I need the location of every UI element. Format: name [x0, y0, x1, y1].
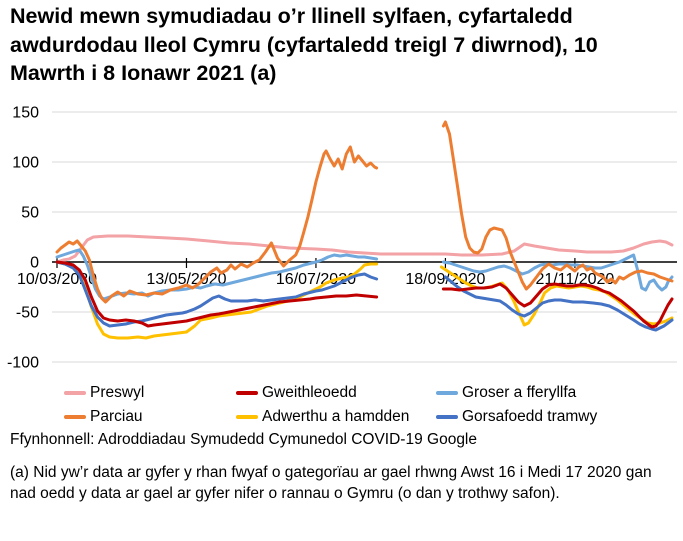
- legend-item: Preswyl: [64, 381, 236, 405]
- y-axis-tick-label: 150: [12, 105, 39, 122]
- legend-item: Adwerthu a hamdden: [236, 405, 436, 429]
- y-axis-tick-label: -50: [16, 305, 39, 322]
- source-note: Ffynhonnell: Adroddiadau Symudedd Cymune…: [10, 431, 477, 448]
- series-line-parciau: [441, 120, 674, 291]
- x-axis-tick-label: 10/03/2020: [17, 271, 97, 288]
- legend-label: Gweithleoedd: [262, 384, 357, 401]
- y-axis-tick-label: -100: [7, 355, 39, 372]
- legend-label: Gorsafoedd tramwy: [462, 408, 598, 425]
- legend-swatch-icon: [64, 415, 86, 419]
- y-axis-tick-label: 0: [30, 255, 39, 272]
- y-axis-tick-label: 100: [12, 155, 39, 172]
- legend-swatch-icon: [236, 391, 258, 395]
- legend-label: Parciau: [90, 408, 143, 425]
- legend-swatch-icon: [436, 391, 458, 395]
- series-line-adwerthu-a-hamdden: [55, 260, 379, 340]
- chart-title: Newid mewn symudiadau o’r llinell sylfae…: [10, 4, 598, 86]
- legend-label: Preswyl: [90, 384, 145, 401]
- legend-swatch-icon: [64, 391, 86, 395]
- legend-swatch-icon: [236, 415, 258, 419]
- legend-item: Gweithleoedd: [236, 381, 436, 405]
- series-line-gorsafoedd-tramwy: [55, 260, 379, 328]
- y-axis-tick-label: 50: [21, 205, 39, 222]
- legend-item: Groser a fferyllfa: [436, 381, 636, 405]
- legend-item: Parciau: [64, 405, 236, 429]
- series-line-gweithleoedd: [55, 260, 379, 328]
- legend-item: Gorsafoedd tramwy: [436, 405, 636, 429]
- series-line-parciau: [55, 145, 379, 304]
- legend-label: Groser a fferyllfa: [462, 384, 577, 401]
- chart-legend: Preswyl Gweithleoedd Groser a fferyllfa Par…: [64, 381, 676, 429]
- legend-swatch-icon: [436, 415, 458, 419]
- series-line-preswyl: [55, 234, 674, 264]
- series-line-gweithleoedd: [441, 282, 674, 329]
- legend-label: Adwerthu a hamdden: [262, 408, 410, 425]
- footnote: (a) Nid yw’r data ar gyfer y rhan fwyaf …: [10, 464, 652, 503]
- series-line-gorsafoedd-tramwy: [443, 275, 674, 332]
- series-line-groser-a-fferyllfa: [55, 248, 379, 301]
- series-line-groser-a-fferyllfa: [441, 253, 674, 292]
